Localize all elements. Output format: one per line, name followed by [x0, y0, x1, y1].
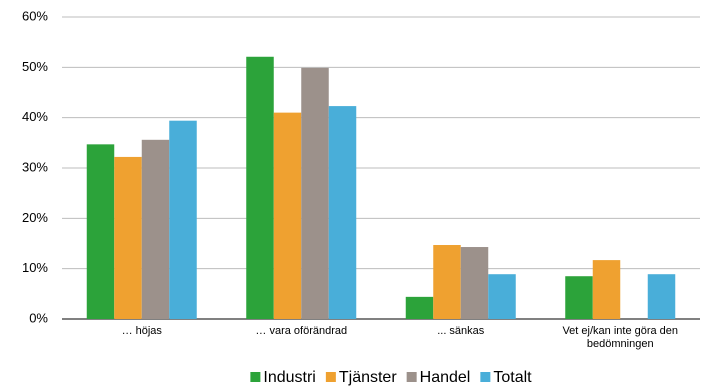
bar — [328, 106, 357, 319]
x-tick-label: … höjas — [121, 325, 162, 337]
y-tick-label: 60% — [22, 8, 48, 23]
bar — [405, 296, 434, 319]
bar — [86, 144, 115, 319]
legend-label: Handel — [420, 369, 471, 386]
y-tick-label: 50% — [22, 59, 48, 74]
y-tick-label: 10% — [22, 260, 48, 275]
y-tick-label: 0% — [29, 310, 48, 325]
legend-swatch — [406, 372, 417, 382]
legend-label: Tjänster — [339, 369, 397, 386]
bar — [647, 274, 676, 319]
bar — [460, 247, 489, 319]
bar — [169, 120, 197, 319]
x-tick-label-box: … höjas — [121, 325, 162, 337]
legend: Industri Tjänster Handel Totalt — [250, 369, 532, 386]
legend-label: Industri — [263, 369, 315, 386]
y-tick-label: 20% — [22, 210, 48, 225]
bar — [141, 139, 170, 319]
bar — [301, 67, 329, 319]
legend-swatch — [480, 372, 491, 382]
bar — [114, 156, 142, 319]
x-tick-label-box: ... sänkas — [437, 325, 485, 337]
x-tick-label-box: Vet ej/kan inte göra den bedömningen — [562, 325, 679, 350]
bar — [565, 276, 593, 319]
y-tick-label: 40% — [22, 109, 48, 124]
legend-swatch — [325, 372, 336, 382]
bar — [488, 274, 516, 319]
bar — [592, 260, 621, 319]
x-tick-label: Vet ej/kan inte göra den bedömningen — [562, 325, 679, 350]
x-tick-label: … vara oförändrad — [255, 325, 348, 337]
legend-label: Totalt — [493, 369, 532, 386]
x-tick-label: ... sänkas — [437, 325, 485, 337]
bar — [273, 112, 302, 319]
bar — [246, 56, 274, 319]
bar — [433, 245, 461, 319]
x-tick-label-box: … vara oförändrad — [255, 325, 348, 337]
legend-swatch — [250, 372, 261, 382]
y-tick-label: 30% — [22, 159, 48, 174]
